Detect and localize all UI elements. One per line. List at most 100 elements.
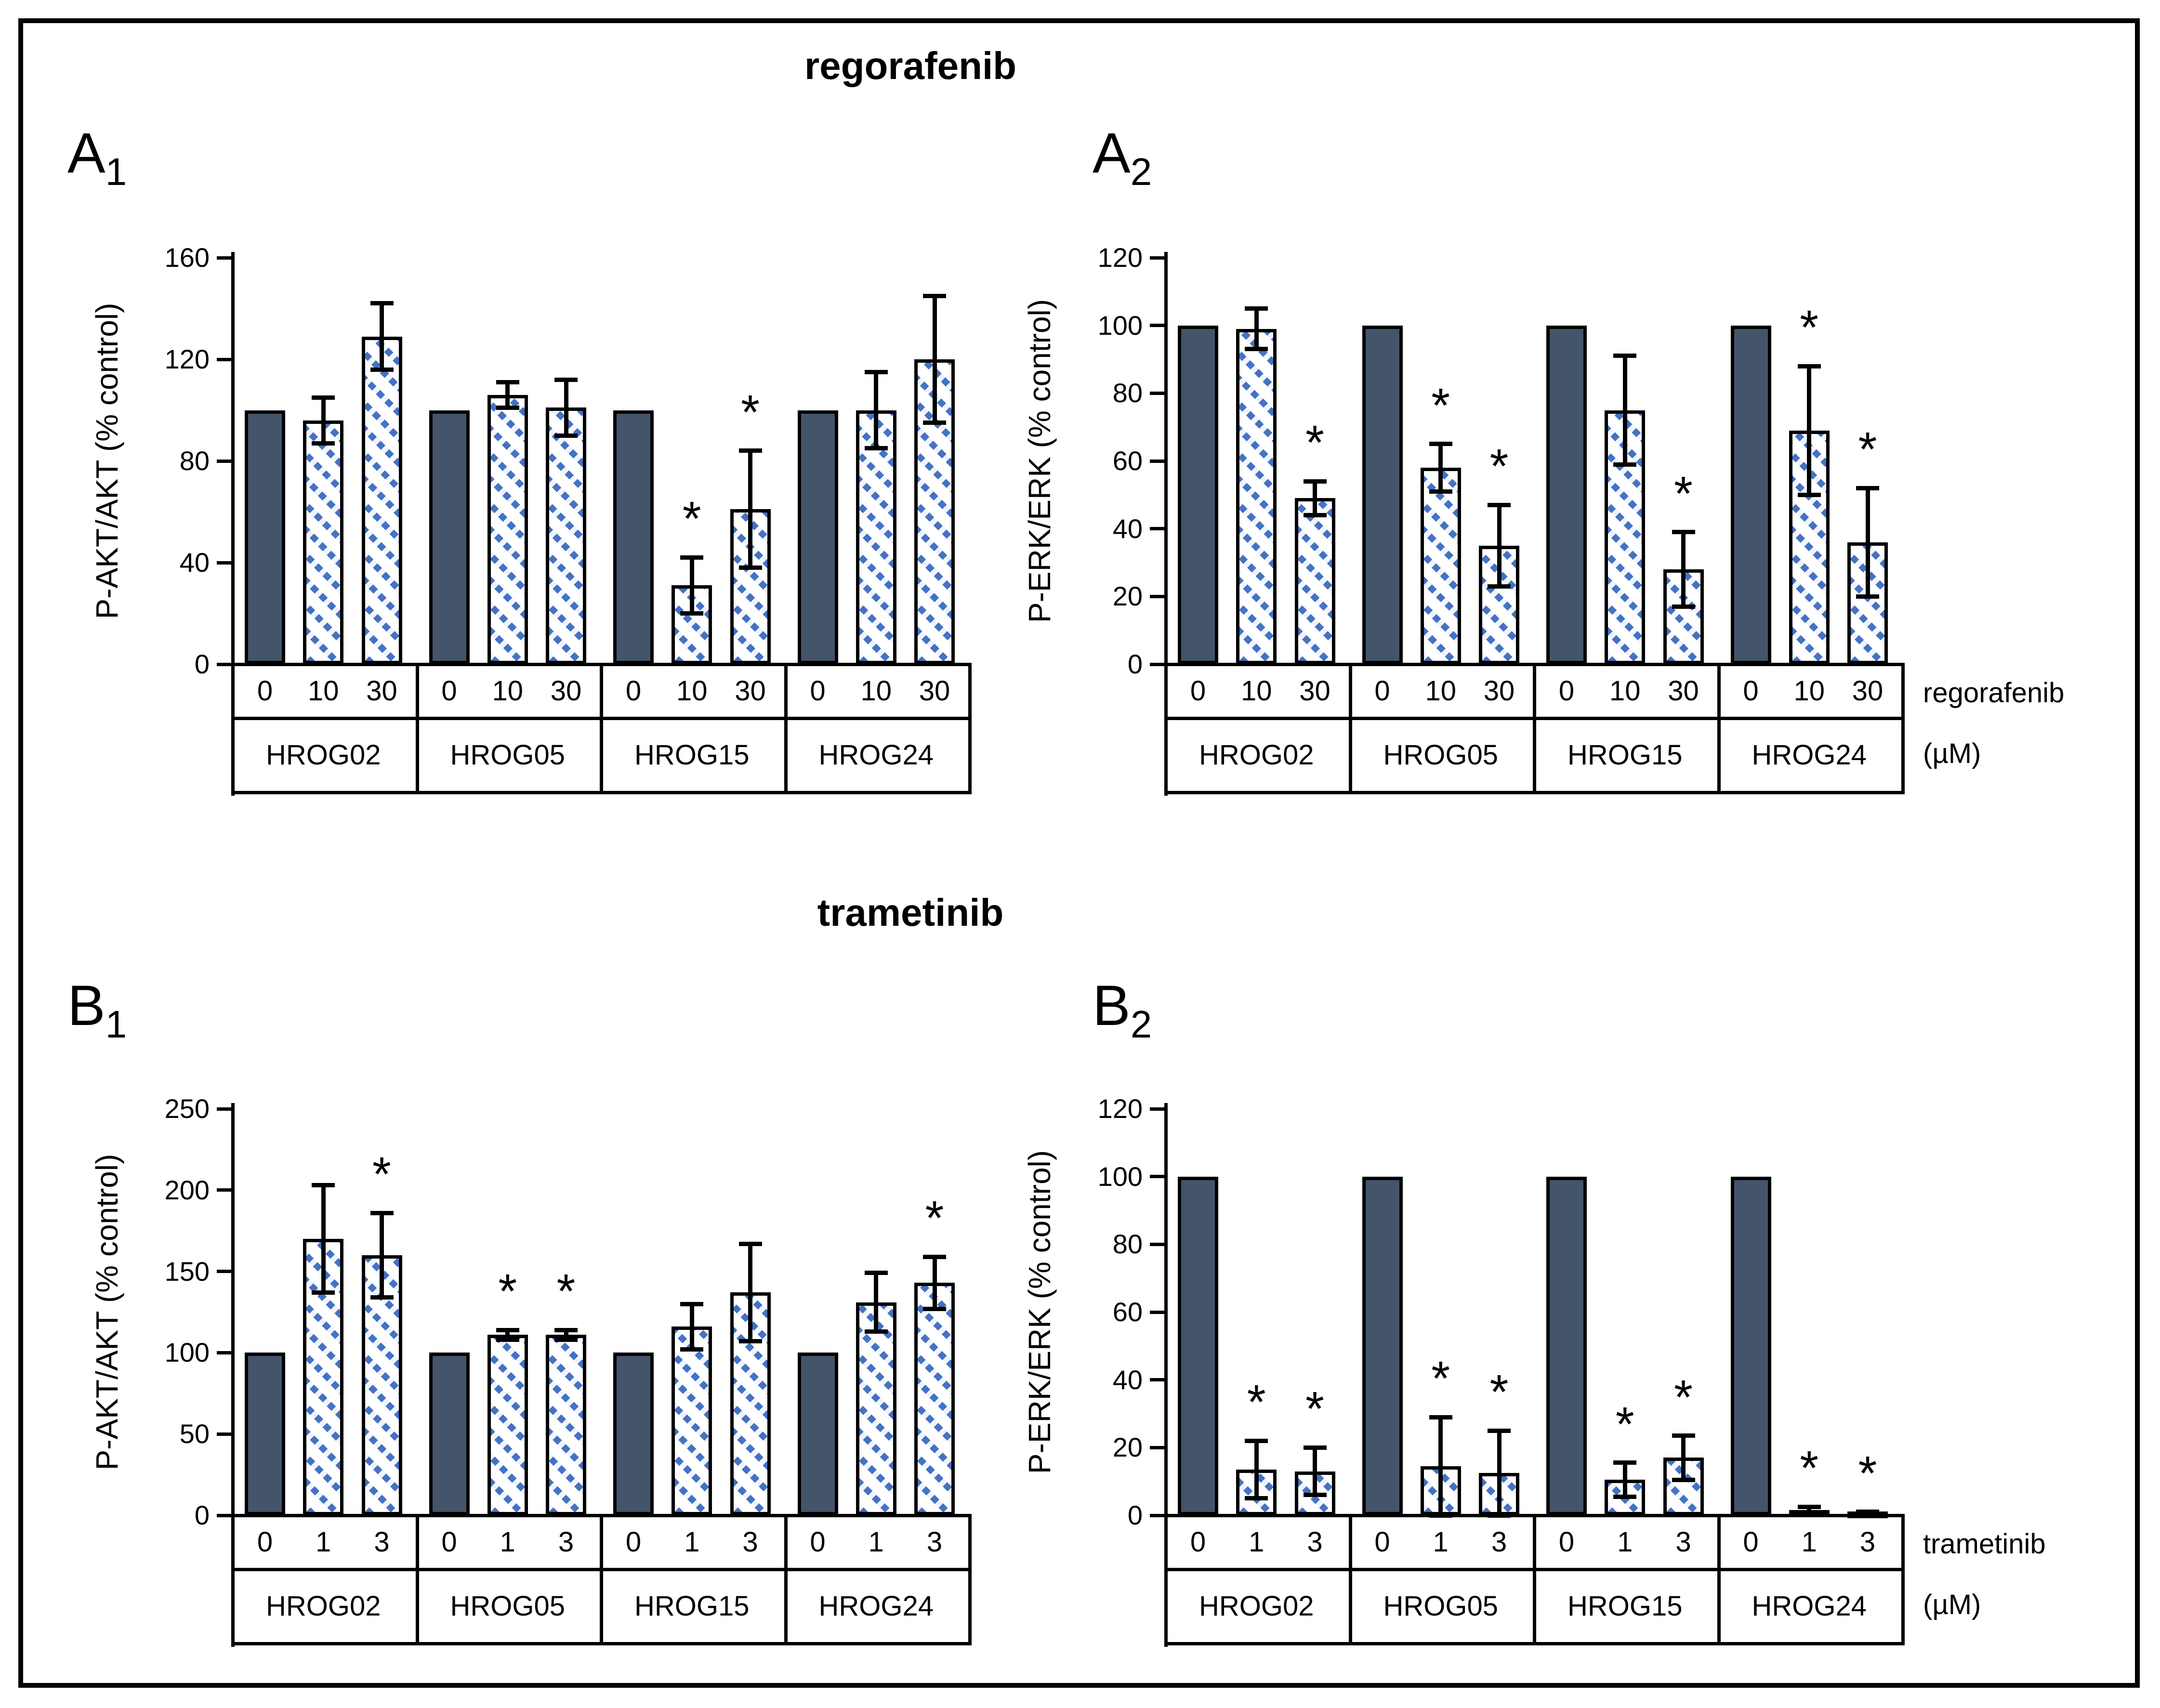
error-cap-top-B1-HROG24-1 — [864, 1271, 888, 1275]
error-cap-bottom-A1-HROG02-10 — [312, 441, 335, 446]
bar-A1-HROG05-30 — [546, 407, 586, 664]
error-bar-B1-HROG24-1 — [874, 1273, 879, 1332]
table-vline-A2-3 — [1717, 662, 1721, 794]
bar-B1-HROG15-0 — [613, 1353, 654, 1515]
error-cap-top-A1-HROG02-30 — [370, 301, 394, 306]
error-bar-A2-HROG24-30 — [1865, 488, 1870, 597]
error-bar-B1-HROG05-1 — [505, 1330, 510, 1340]
y-tick-B1-200 — [217, 1188, 231, 1192]
bar-A1-HROG15-0 — [613, 410, 654, 664]
error-cap-top-B1-HROG24-3 — [923, 1254, 946, 1259]
y-tick-B2-80 — [1150, 1242, 1164, 1246]
cell-line-label-A2-HROG05: HROG05 — [1383, 739, 1498, 771]
bar-A2-HROG02-10 — [1236, 328, 1277, 664]
y-tick-label-B2-100: 100 — [1097, 1161, 1143, 1192]
y-tick-label-A2-100: 100 — [1097, 310, 1143, 341]
conc-label-A2-HROG05-30: 30 — [1483, 675, 1515, 707]
cell-line-label-A1-HROG24: HROG24 — [818, 739, 934, 771]
y-tick-A2-20 — [1150, 594, 1164, 598]
conc-label-A1-HROG02-30: 30 — [366, 675, 397, 707]
error-bar-B1-HROG15-3 — [748, 1244, 752, 1341]
conc-label-B2-HROG05-0: 0 — [1374, 1526, 1390, 1558]
significance-star-B1-HROG02-3: * — [372, 1147, 391, 1202]
panel-label-sub-B1: 1 — [105, 1003, 127, 1046]
error-bar-A1-HROG24-30 — [932, 296, 937, 423]
error-cap-top-B1-HROG15-1 — [680, 1301, 704, 1306]
conc-label-B1-HROG24-3: 3 — [926, 1526, 943, 1558]
error-cap-bottom-B1-HROG24-1 — [864, 1329, 888, 1334]
error-bar-A1-HROG15-10 — [689, 557, 694, 614]
y-tick-B2-60 — [1150, 1310, 1164, 1314]
conc-label-A1-HROG05-30: 30 — [550, 675, 582, 707]
bar-A2-HROG15-10 — [1605, 410, 1646, 664]
y-tick-label-B2-80: 80 — [1112, 1229, 1143, 1260]
bar-A2-HROG02-30 — [1294, 498, 1335, 664]
error-cap-bottom-B1-HROG15-1 — [680, 1347, 704, 1352]
table-vline-B1-4 — [968, 1513, 972, 1645]
error-cap-top-A1-HROG05-30 — [554, 377, 578, 382]
significance-star-B2-HROG02-1: * — [1247, 1375, 1266, 1430]
error-cap-bottom-B2-HROG24-3 — [1856, 1513, 1879, 1518]
y-tick-A1-120 — [217, 357, 231, 361]
error-cap-top-A1-HROG15-30 — [738, 448, 762, 453]
table-vline-A2-1 — [1348, 662, 1352, 794]
y-tick-label-B1-100: 100 — [164, 1337, 210, 1368]
significance-star-A1-HROG15-30: * — [741, 385, 760, 439]
error-bar-B2-HROG15-1 — [1622, 1462, 1627, 1497]
error-cap-bottom-A2-HROG05-30 — [1488, 584, 1511, 589]
y-tick-label-B1-0: 0 — [194, 1500, 210, 1530]
error-cap-bottom-B1-HROG24-3 — [923, 1306, 946, 1311]
error-cap-top-A2-HROG02-10 — [1245, 306, 1268, 311]
cell-line-label-A1-HROG05: HROG05 — [450, 739, 565, 771]
error-cap-bottom-B1-HROG02-3 — [370, 1295, 394, 1300]
conc-label-A2-HROG15-0: 0 — [1558, 675, 1575, 707]
error-cap-top-A2-HROG24-30 — [1856, 486, 1879, 490]
error-cap-bottom-B1-HROG05-1 — [496, 1337, 519, 1342]
bar-A1-HROG24-0 — [797, 410, 838, 664]
y-tick-label-B1-50: 50 — [179, 1419, 210, 1449]
panel-label-sub-B2: 2 — [1130, 1003, 1152, 1046]
conc-label-A1-HROG05-10: 10 — [492, 675, 523, 707]
conc-label-A2-HROG24-0: 0 — [1743, 675, 1759, 707]
error-cap-bottom-B2-HROG05-3 — [1488, 1513, 1511, 1518]
conc-label-A2-HROG05-10: 10 — [1425, 675, 1456, 707]
error-bar-A2-HROG02-30 — [1313, 481, 1317, 515]
conc-label-B1-HROG15-0: 0 — [625, 1526, 642, 1558]
error-cap-bottom-A1-HROG15-10 — [680, 611, 704, 616]
y-tick-label-B2-20: 20 — [1112, 1432, 1143, 1463]
significance-star-B2-HROG02-3: * — [1305, 1382, 1324, 1436]
y-tick-label-A1-40: 40 — [179, 547, 210, 578]
conc-label-A2-HROG02-0: 0 — [1190, 675, 1206, 707]
conc-label-A2-HROG02-30: 30 — [1299, 675, 1330, 707]
error-cap-top-B2-HROG05-3 — [1488, 1428, 1511, 1433]
error-cap-top-B2-HROG24-3 — [1856, 1510, 1879, 1514]
error-cap-top-B2-HROG15-3 — [1672, 1433, 1695, 1438]
cell-line-label-A2-HROG24: HROG24 — [1752, 739, 1867, 771]
error-cap-top-B2-HROG02-1 — [1245, 1438, 1268, 1443]
conc-label-A1-HROG15-0: 0 — [625, 675, 642, 707]
error-cap-top-B2-HROG24-1 — [1797, 1504, 1821, 1509]
y-axis-line-B2 — [1164, 1103, 1168, 1647]
error-bar-B1-HROG24-3 — [932, 1257, 937, 1309]
conc-label-B2-HROG24-3: 3 — [1859, 1526, 1876, 1558]
cell-line-label-A1-HROG15: HROG15 — [634, 739, 750, 771]
error-cap-top-A1-HROG05-10 — [496, 380, 519, 384]
y-tick-A1-0 — [217, 662, 231, 666]
significance-star-A2-HROG24-10: * — [1800, 301, 1819, 355]
table-vline-B2-2 — [1533, 1513, 1536, 1645]
error-cap-bottom-A1-HROG15-30 — [738, 565, 762, 570]
bar-B2-HROG02-0 — [1178, 1176, 1218, 1515]
error-cap-top-B2-HROG15-1 — [1613, 1460, 1637, 1465]
error-cap-top-B1-HROG05-1 — [496, 1327, 519, 1332]
significance-star-B1-HROG05-1: * — [498, 1264, 517, 1319]
bar-A1-HROG15-10 — [672, 585, 712, 664]
error-bar-A2-HROG24-10 — [1807, 366, 1812, 495]
error-cap-bottom-A1-HROG05-10 — [496, 405, 519, 410]
x-unit-label-B2-line2: (µM) — [1923, 1589, 1981, 1620]
y-axis-line-B1 — [231, 1103, 235, 1647]
cell-line-label-A1-HROG02: HROG02 — [265, 739, 381, 771]
cell-line-label-B2-HROG05: HROG05 — [1383, 1590, 1498, 1622]
error-bar-B2-HROG05-1 — [1438, 1417, 1443, 1515]
error-cap-bottom-B1-HROG05-3 — [554, 1337, 578, 1342]
table-vline-B2-3 — [1717, 1513, 1721, 1645]
